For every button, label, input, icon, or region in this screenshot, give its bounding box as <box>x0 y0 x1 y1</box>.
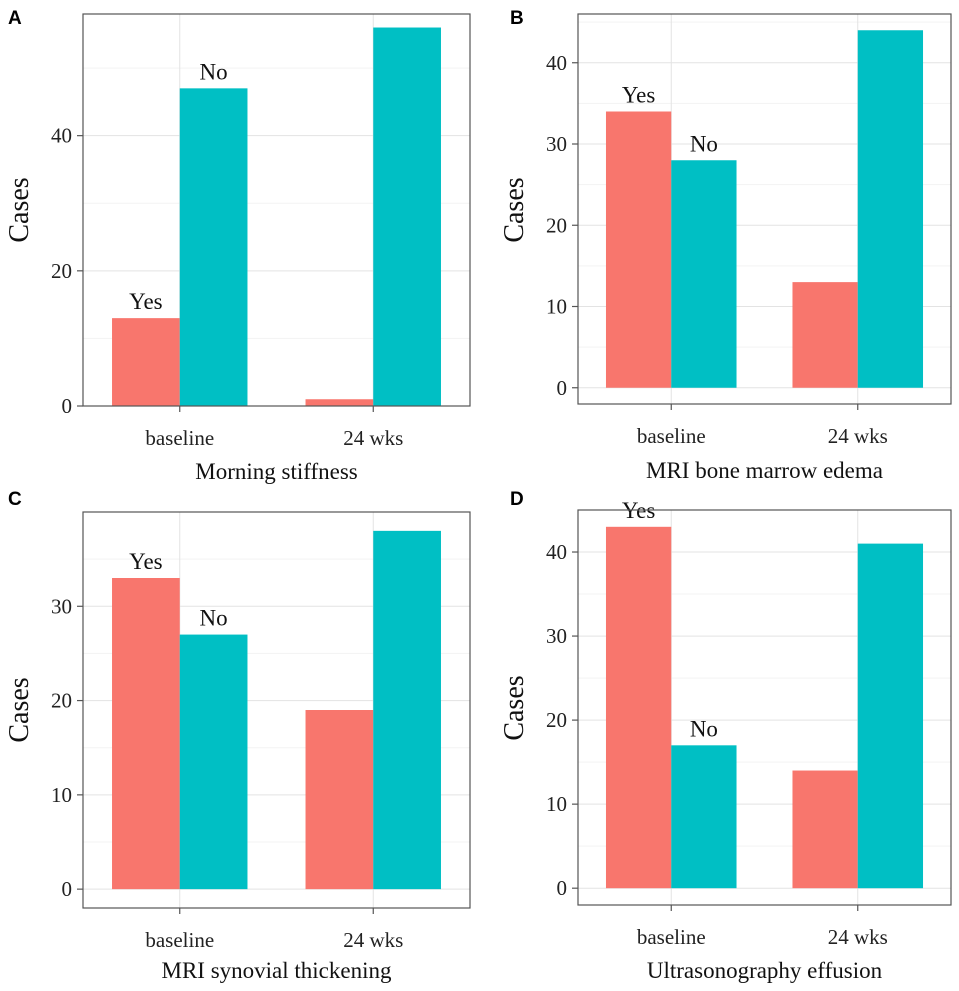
bar-yes-24-wks <box>305 399 374 406</box>
bar-yes-baseline <box>605 111 672 388</box>
bar-no-baseline <box>179 634 248 890</box>
bar-no-baseline <box>671 745 737 889</box>
y-tick-label: 10 <box>51 783 72 807</box>
x-tick-label: baseline <box>637 424 706 448</box>
bar-label-no: No <box>200 59 228 84</box>
bar-no-24-wks <box>857 543 924 889</box>
panel-letter: A <box>8 8 22 29</box>
bar-yes-24-wks <box>305 710 374 890</box>
plot-frame <box>82 13 471 407</box>
bar-label-yes: Yes <box>622 83 656 108</box>
y-tick-label: 30 <box>546 624 567 648</box>
bar-yes-24-wks <box>792 282 858 388</box>
x-tick-label: 24 wks <box>343 928 403 952</box>
panel-A: Yes No 0 20 40 baseline 24 wks Morning stiffnes… <box>4 8 471 484</box>
x-tick-label: 24 wks <box>828 424 888 448</box>
y-tick-label: 20 <box>51 259 72 283</box>
y-tick-label: 20 <box>546 213 567 237</box>
y-axis-title: Cases <box>4 677 35 742</box>
bar-no-baseline <box>671 160 737 388</box>
bar-no-24-wks <box>373 27 441 406</box>
panel-letter: B <box>510 8 524 29</box>
bar-no-baseline <box>179 88 248 407</box>
bar-no-24-wks <box>373 530 441 890</box>
plot-frame <box>577 509 952 906</box>
y-tick-label: 40 <box>51 124 72 148</box>
x-tick-label: baseline <box>145 928 214 952</box>
y-tick-label: 0 <box>62 394 73 418</box>
y-axis-title: Cases <box>499 177 530 242</box>
bar-label-no: No <box>200 606 228 631</box>
y-tick-label: 20 <box>546 708 567 732</box>
y-tick-label: 10 <box>546 295 567 319</box>
bar-yes-24-wks <box>792 770 858 889</box>
panel-letter: D <box>510 489 524 510</box>
bar-label-yes: Yes <box>129 549 163 574</box>
y-tick-label: 30 <box>546 132 567 156</box>
y-tick-label: 0 <box>557 876 568 900</box>
x-axis-title: MRI bone marrow edema <box>646 458 883 483</box>
y-axis-title: Cases <box>4 177 35 242</box>
bar-label-yes: Yes <box>129 289 163 314</box>
plot-frame <box>577 13 952 405</box>
x-tick-label: baseline <box>145 426 214 450</box>
bar-yes-baseline <box>112 578 180 890</box>
x-tick-label: baseline <box>637 925 706 949</box>
panel-letter: C <box>8 489 22 510</box>
y-tick-label: 40 <box>546 540 567 564</box>
x-axis-title: MRI synovial thickening <box>162 958 392 983</box>
y-tick-label: 0 <box>557 376 568 400</box>
y-tick-label: 20 <box>51 689 72 713</box>
panel-B: Yes No 0 10 20 30 40 baseline 24 wks MRI bone mar… <box>499 8 952 483</box>
x-tick-label: 24 wks <box>828 925 888 949</box>
y-tick-label: 0 <box>62 877 73 901</box>
bar-label-no: No <box>690 716 718 741</box>
bar-yes-baseline <box>112 318 180 406</box>
panel-C: Yes No 0 10 20 30 baseline 24 wks MRI synovial t… <box>4 489 471 983</box>
y-tick-label: 30 <box>51 594 72 618</box>
y-axis-title: Cases <box>499 675 530 740</box>
y-tick-label: 40 <box>546 51 567 75</box>
y-tick-label: 10 <box>546 792 567 816</box>
bar-no-24-wks <box>857 30 924 388</box>
bar-label-no: No <box>690 131 718 156</box>
bar-yes-baseline <box>605 526 672 889</box>
x-tick-label: 24 wks <box>343 426 403 450</box>
plot-frame <box>82 511 471 909</box>
x-axis-title: Morning stiffness <box>195 459 358 484</box>
x-axis-title: Ultrasonography effusion <box>647 958 883 983</box>
